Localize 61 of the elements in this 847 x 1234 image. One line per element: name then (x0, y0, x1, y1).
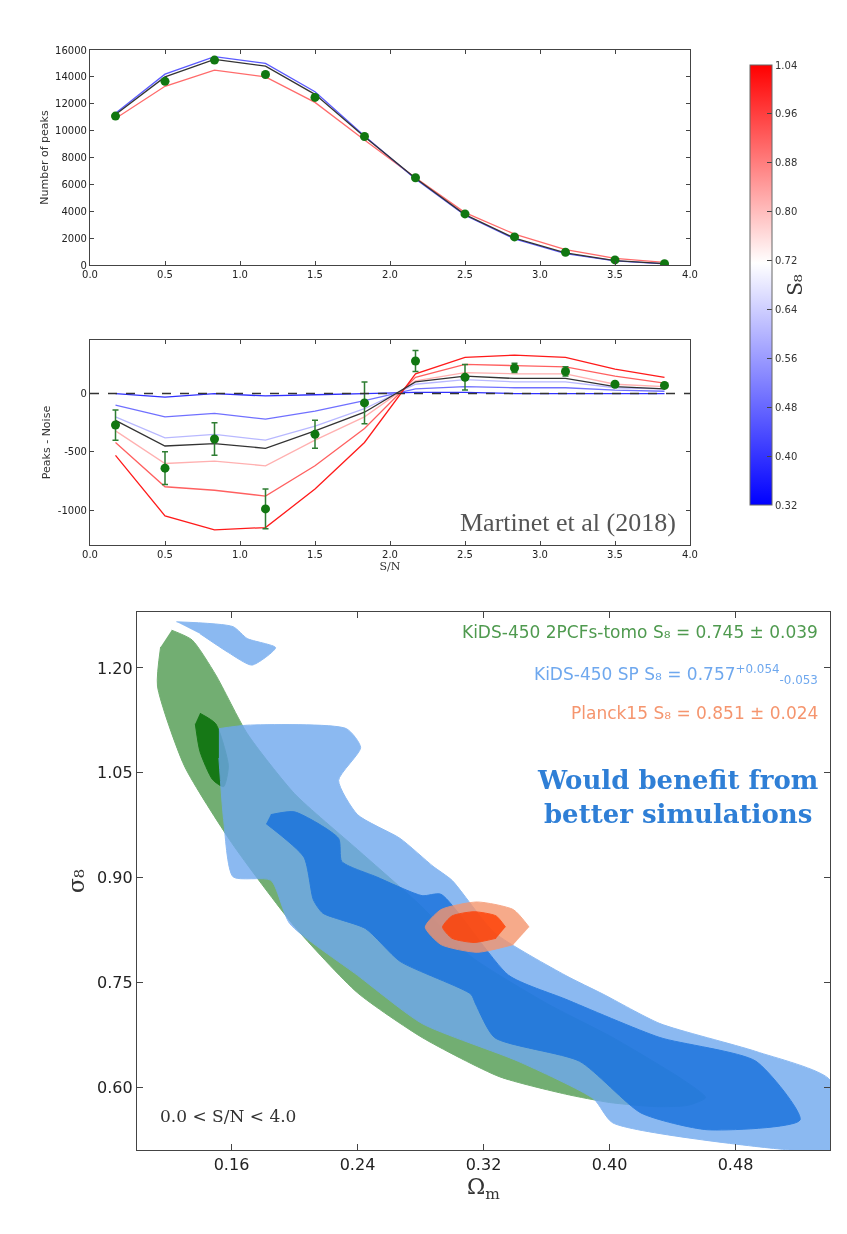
y-tick-label: 14000 (55, 71, 87, 83)
x-tick-label: 3.0 (532, 269, 548, 281)
y-tick-label: 0.60 (97, 1077, 133, 1097)
x-tick-label: 0.5 (157, 269, 173, 281)
x-axis-title: S/N (379, 560, 401, 574)
color-bar-label: 0.48 (775, 401, 798, 413)
x-tick-label: 0.0 (82, 269, 98, 281)
y-tick-label: 10000 (55, 125, 87, 137)
y-tick-label: 6000 (61, 178, 87, 190)
x-tick-label: 0.40 (591, 1155, 628, 1175)
y-tick-label: 0 (80, 388, 87, 400)
x-tick-label: 0.32 (465, 1155, 502, 1175)
color-bar-label: 1.04 (775, 59, 798, 71)
color-bar-label: 0.88 (775, 157, 798, 169)
y-tick-label: 16000 (55, 44, 87, 56)
x-tick-label: 3.5 (607, 549, 623, 561)
y-axis-title: σ₈ (63, 868, 89, 893)
annotation: 0.0 < S/N < 4.0 (160, 1106, 297, 1126)
x-tick-label: 1.0 (232, 269, 248, 281)
x-tick-label: 3.5 (607, 269, 623, 281)
x-tick-label: 1.0 (232, 549, 248, 561)
y-tick-label: 2000 (61, 232, 87, 244)
y-tick-label: 8000 (61, 152, 87, 163)
color-bar-label: 0.56 (775, 352, 798, 364)
x-tick-label: 1.5 (307, 269, 323, 281)
color-bar-title: S₈ (783, 274, 807, 296)
y-tick-label: 1.05 (97, 763, 133, 783)
x-tick-label: 2.5 (457, 549, 473, 561)
color-bar-label: 0.96 (775, 108, 798, 120)
annotation: Would benefit from better simulations (537, 765, 819, 829)
x-axis-title: Ω$_{m}$ (467, 1174, 501, 1203)
x-tick-label: 2.0 (382, 549, 398, 561)
x-tick-label: 2.0 (382, 269, 398, 281)
x-tick-label: 2.5 (457, 269, 473, 281)
x-tick-label: 0.0 (82, 549, 98, 561)
y-axis-title: Peaks - Noise (40, 405, 54, 480)
text: Planck15 S₈ = 0.851 ± 0.024 (571, 703, 819, 723)
y-tick-label: 0 (80, 259, 87, 271)
x-tick-label: 4.0 (682, 549, 698, 561)
x-tick-label: 4.0 (682, 269, 698, 281)
y-tick-label: 4000 (61, 205, 87, 217)
color-bar-label: 0.80 (775, 206, 798, 218)
annotation: Martinet et al (2018) (460, 508, 676, 537)
text: KiDS-450 2PCFs-tomo S₈ = 0.745 ± 0.039 (462, 622, 818, 642)
x-tick-label: 0.24 (339, 1155, 376, 1175)
y-tick-label: 12000 (55, 98, 87, 110)
x-tick-label: 0.16 (213, 1155, 250, 1175)
x-tick-label: 0.5 (157, 549, 173, 561)
y-tick-label: -500 (64, 446, 87, 458)
x-tick-label: 3.0 (532, 549, 548, 561)
color-bar-label: 0.40 (775, 450, 798, 462)
y-tick-label: 0.75 (97, 972, 133, 992)
y-tick-label: 0.90 (97, 868, 133, 888)
color-bar-label: 0.64 (775, 303, 798, 315)
y-axis-title: Number of peaks (37, 110, 51, 205)
color-bar-label: 0.32 (775, 499, 798, 511)
x-tick-label: 0.48 (717, 1155, 754, 1175)
y-tick-label: 1.20 (97, 658, 133, 678)
y-tick-label: -1000 (57, 504, 87, 516)
color-bar-label: 0.72 (775, 255, 798, 267)
x-tick-label: 1.5 (307, 549, 323, 561)
